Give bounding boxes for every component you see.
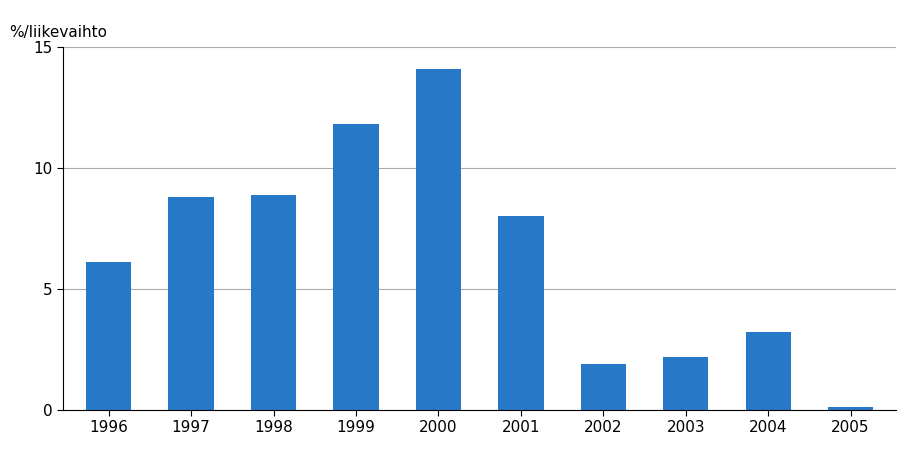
Bar [415, 69, 462, 410]
Bar [663, 357, 709, 410]
Bar [746, 333, 791, 410]
Bar [86, 262, 131, 410]
Bar [498, 216, 544, 410]
Bar [581, 364, 626, 410]
Bar [828, 407, 873, 410]
Bar [251, 195, 296, 410]
Text: %/liikevaihto: %/liikevaihto [9, 25, 107, 40]
Bar [168, 197, 214, 410]
Bar [333, 124, 378, 410]
